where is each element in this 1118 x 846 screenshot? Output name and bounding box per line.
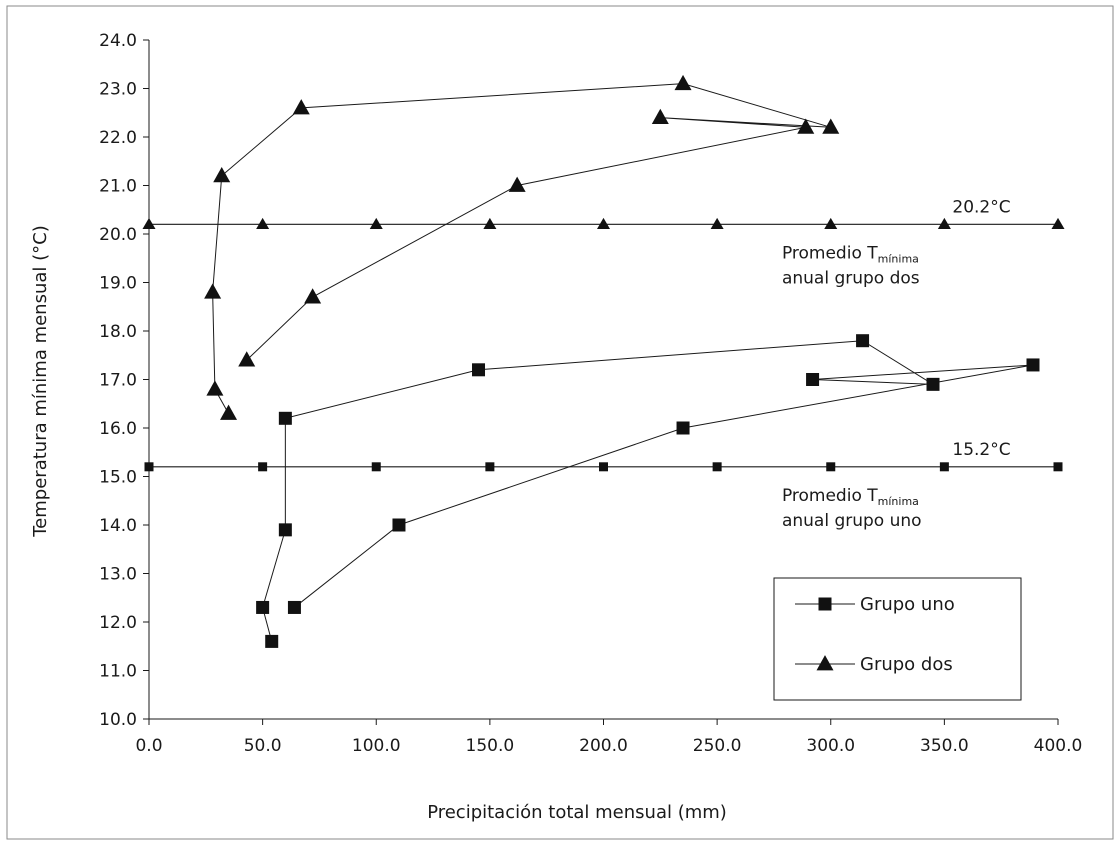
legend-box — [773, 577, 1022, 701]
reference-marker — [144, 462, 154, 472]
reference-marker — [599, 462, 608, 472]
x-tick-label: 0.0 — [135, 736, 162, 756]
legend-marker — [818, 597, 832, 611]
legend-label: Grupo dos — [860, 654, 953, 675]
x-tick-label: 400.0 — [1034, 736, 1083, 756]
y-tick-label: 23.0 — [99, 80, 137, 100]
y-tick-label: 24.0 — [99, 31, 137, 51]
data-point — [256, 600, 270, 614]
data-point — [204, 283, 222, 299]
y-tick-label: 18.0 — [99, 322, 137, 342]
reference-marker — [710, 217, 724, 230]
reference-marker — [824, 217, 838, 230]
y-tick-label: 19.0 — [99, 274, 137, 294]
reference-marker — [1053, 462, 1063, 472]
data-point — [304, 288, 322, 304]
reference-caption-sub: mínima — [878, 252, 919, 265]
y-tick-label: 11.0 — [99, 662, 137, 682]
series-group — [204, 74, 1040, 648]
x-axis-title: Precipitación total mensual (mm) — [427, 802, 727, 823]
series-grupo-uno — [256, 334, 1040, 648]
reference-caption: Promedio Tmínima — [782, 243, 919, 265]
reference-marker — [937, 217, 951, 230]
y-tick-label: 14.0 — [99, 516, 137, 536]
data-point — [651, 108, 669, 125]
reference-marker — [597, 217, 610, 230]
series-grupo-dos — [204, 74, 840, 420]
reference-marker — [258, 462, 268, 472]
y-tick-label: 12.0 — [99, 613, 137, 633]
reference-marker — [712, 462, 722, 472]
reference-marker — [371, 462, 381, 472]
data-point — [206, 380, 224, 396]
reference-caption: Promedio Tmínima — [782, 486, 919, 508]
data-point — [278, 411, 292, 425]
reference-marker — [483, 217, 497, 230]
legend-marker — [816, 655, 834, 671]
x-tick-label: 150.0 — [466, 736, 515, 756]
data-point — [806, 373, 820, 386]
reference-caption-line2: anual grupo dos — [782, 268, 920, 288]
data-point — [926, 377, 940, 391]
reference-caption-line2: anual grupo uno — [782, 511, 922, 531]
legend: Grupo uno Grupo dos — [773, 577, 1022, 701]
data-point — [287, 600, 301, 614]
reference-marker — [369, 217, 383, 230]
reference-value-label: 15.2°C — [952, 440, 1010, 460]
reference-caption-main: Promedio T — [782, 486, 878, 506]
reference-marker — [256, 217, 270, 230]
y-tick-label: 22.0 — [99, 128, 137, 148]
y-tick-label: 20.0 — [99, 225, 137, 245]
data-point — [392, 518, 406, 532]
data-point — [1026, 358, 1040, 372]
y-tick-label: 21.0 — [99, 177, 137, 197]
reference-caption-sub: mínima — [878, 495, 919, 508]
data-point — [238, 351, 256, 367]
data-point — [822, 118, 840, 134]
data-point — [292, 99, 310, 115]
y-tick-label: 10.0 — [99, 710, 137, 730]
reference-marker — [939, 462, 949, 472]
y-tick-label: 17.0 — [99, 371, 137, 391]
data-point — [797, 118, 815, 134]
legend-label: Grupo uno — [860, 594, 955, 615]
x-tick-label: 50.0 — [244, 736, 282, 756]
reference-marker — [485, 462, 495, 472]
data-point — [213, 166, 231, 183]
outer-frame — [6, 5, 1114, 840]
x-tick-label: 250.0 — [693, 736, 742, 756]
series-line — [212, 83, 831, 414]
x-tick-label: 200.0 — [579, 736, 628, 756]
data-point — [472, 363, 486, 377]
data-point — [856, 334, 870, 348]
data-point — [508, 176, 526, 192]
x-tick-label: 300.0 — [806, 736, 855, 756]
y-tick-label: 13.0 — [99, 565, 137, 585]
y-tick-label: 16.0 — [99, 419, 137, 439]
reference-lines — [142, 217, 1065, 472]
data-point — [220, 404, 238, 420]
axes: 10.0 11.0 12.0 13.0 14.0 15.0 16.0 17.0 18.0 19.0… — [99, 31, 1082, 756]
data-point — [676, 421, 690, 435]
reference-marker — [826, 462, 836, 472]
reference-marker — [1051, 217, 1065, 230]
series-line — [262, 340, 1034, 642]
data-point — [278, 523, 292, 537]
data-point — [674, 74, 692, 91]
reference-value-label: 20.2°C — [952, 197, 1010, 217]
y-axis-title: Temperatura mínima mensual (°C) — [30, 225, 51, 538]
data-point — [265, 634, 279, 648]
y-tick-label: 15.0 — [99, 468, 137, 488]
reference-marker — [142, 217, 156, 230]
x-tick-label: 100.0 — [352, 736, 401, 756]
x-tick-label: 350.0 — [920, 736, 969, 756]
reference-caption-main: Promedio T — [782, 243, 878, 263]
